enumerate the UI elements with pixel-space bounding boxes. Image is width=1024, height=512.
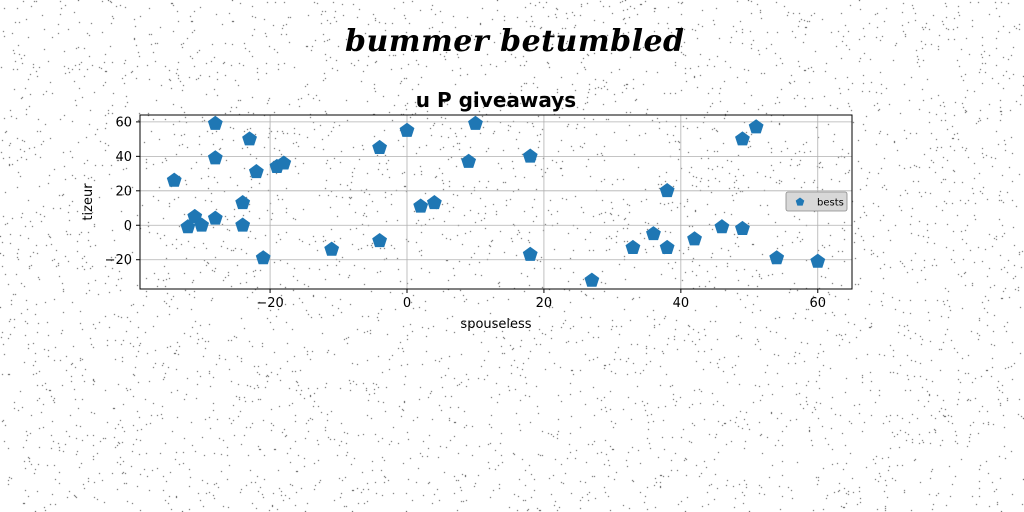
data-point	[748, 119, 764, 134]
data-point	[235, 195, 251, 210]
data-point	[194, 217, 210, 232]
data-point	[235, 217, 251, 232]
x-axis-label: spouseless	[460, 317, 531, 332]
data-point	[468, 115, 483, 130]
data-point	[735, 131, 750, 146]
x-tick-label: −20	[256, 296, 283, 311]
data-point	[735, 220, 750, 236]
y-tick-label: 0	[124, 219, 132, 234]
data-point	[324, 241, 340, 256]
data-point	[413, 198, 429, 213]
data-point	[248, 164, 264, 179]
data-point	[207, 210, 223, 225]
data-point	[646, 226, 661, 241]
data-point	[166, 172, 182, 187]
x-tick-label: 60	[809, 296, 826, 311]
legend-box	[785, 191, 848, 212]
data-point	[461, 153, 477, 168]
data-point	[522, 246, 538, 261]
data-point	[584, 272, 600, 287]
data-point	[372, 232, 388, 248]
data-point	[769, 250, 785, 265]
data-point	[625, 239, 641, 254]
x-tick-label: 20	[536, 296, 553, 311]
chart-title: u P giveaways	[416, 88, 576, 112]
y-tick-label: 20	[115, 184, 132, 199]
plot-area-frame	[139, 114, 853, 290]
data-point	[255, 250, 271, 265]
data-points	[166, 115, 826, 287]
data-point	[399, 122, 415, 137]
data-point	[207, 150, 223, 165]
legend-label: bests	[817, 198, 844, 209]
data-point	[810, 253, 826, 268]
axis-ticks: −20 0 20 40 60 −20 0 20 40 60	[105, 115, 826, 311]
data-point	[426, 195, 442, 210]
x-tick-label: 40	[673, 296, 690, 311]
legend: bests	[785, 191, 848, 212]
data-point	[687, 231, 702, 246]
data-point	[659, 183, 675, 198]
data-point	[276, 155, 292, 170]
data-point	[187, 208, 203, 223]
data-point	[714, 219, 730, 234]
y-tick-label: −20	[105, 253, 132, 268]
x-tick-label: 0	[403, 296, 411, 311]
data-point	[242, 131, 257, 146]
y-tick-label: 40	[115, 150, 132, 165]
legend-marker	[795, 197, 805, 206]
data-point	[207, 115, 223, 130]
y-tick-label: 60	[115, 115, 132, 130]
data-point	[372, 139, 388, 155]
data-point	[659, 239, 675, 254]
y-axis-label: tizeur	[81, 183, 96, 221]
data-point	[522, 148, 538, 163]
figure-suptitle: bummer betumbled	[345, 24, 685, 59]
